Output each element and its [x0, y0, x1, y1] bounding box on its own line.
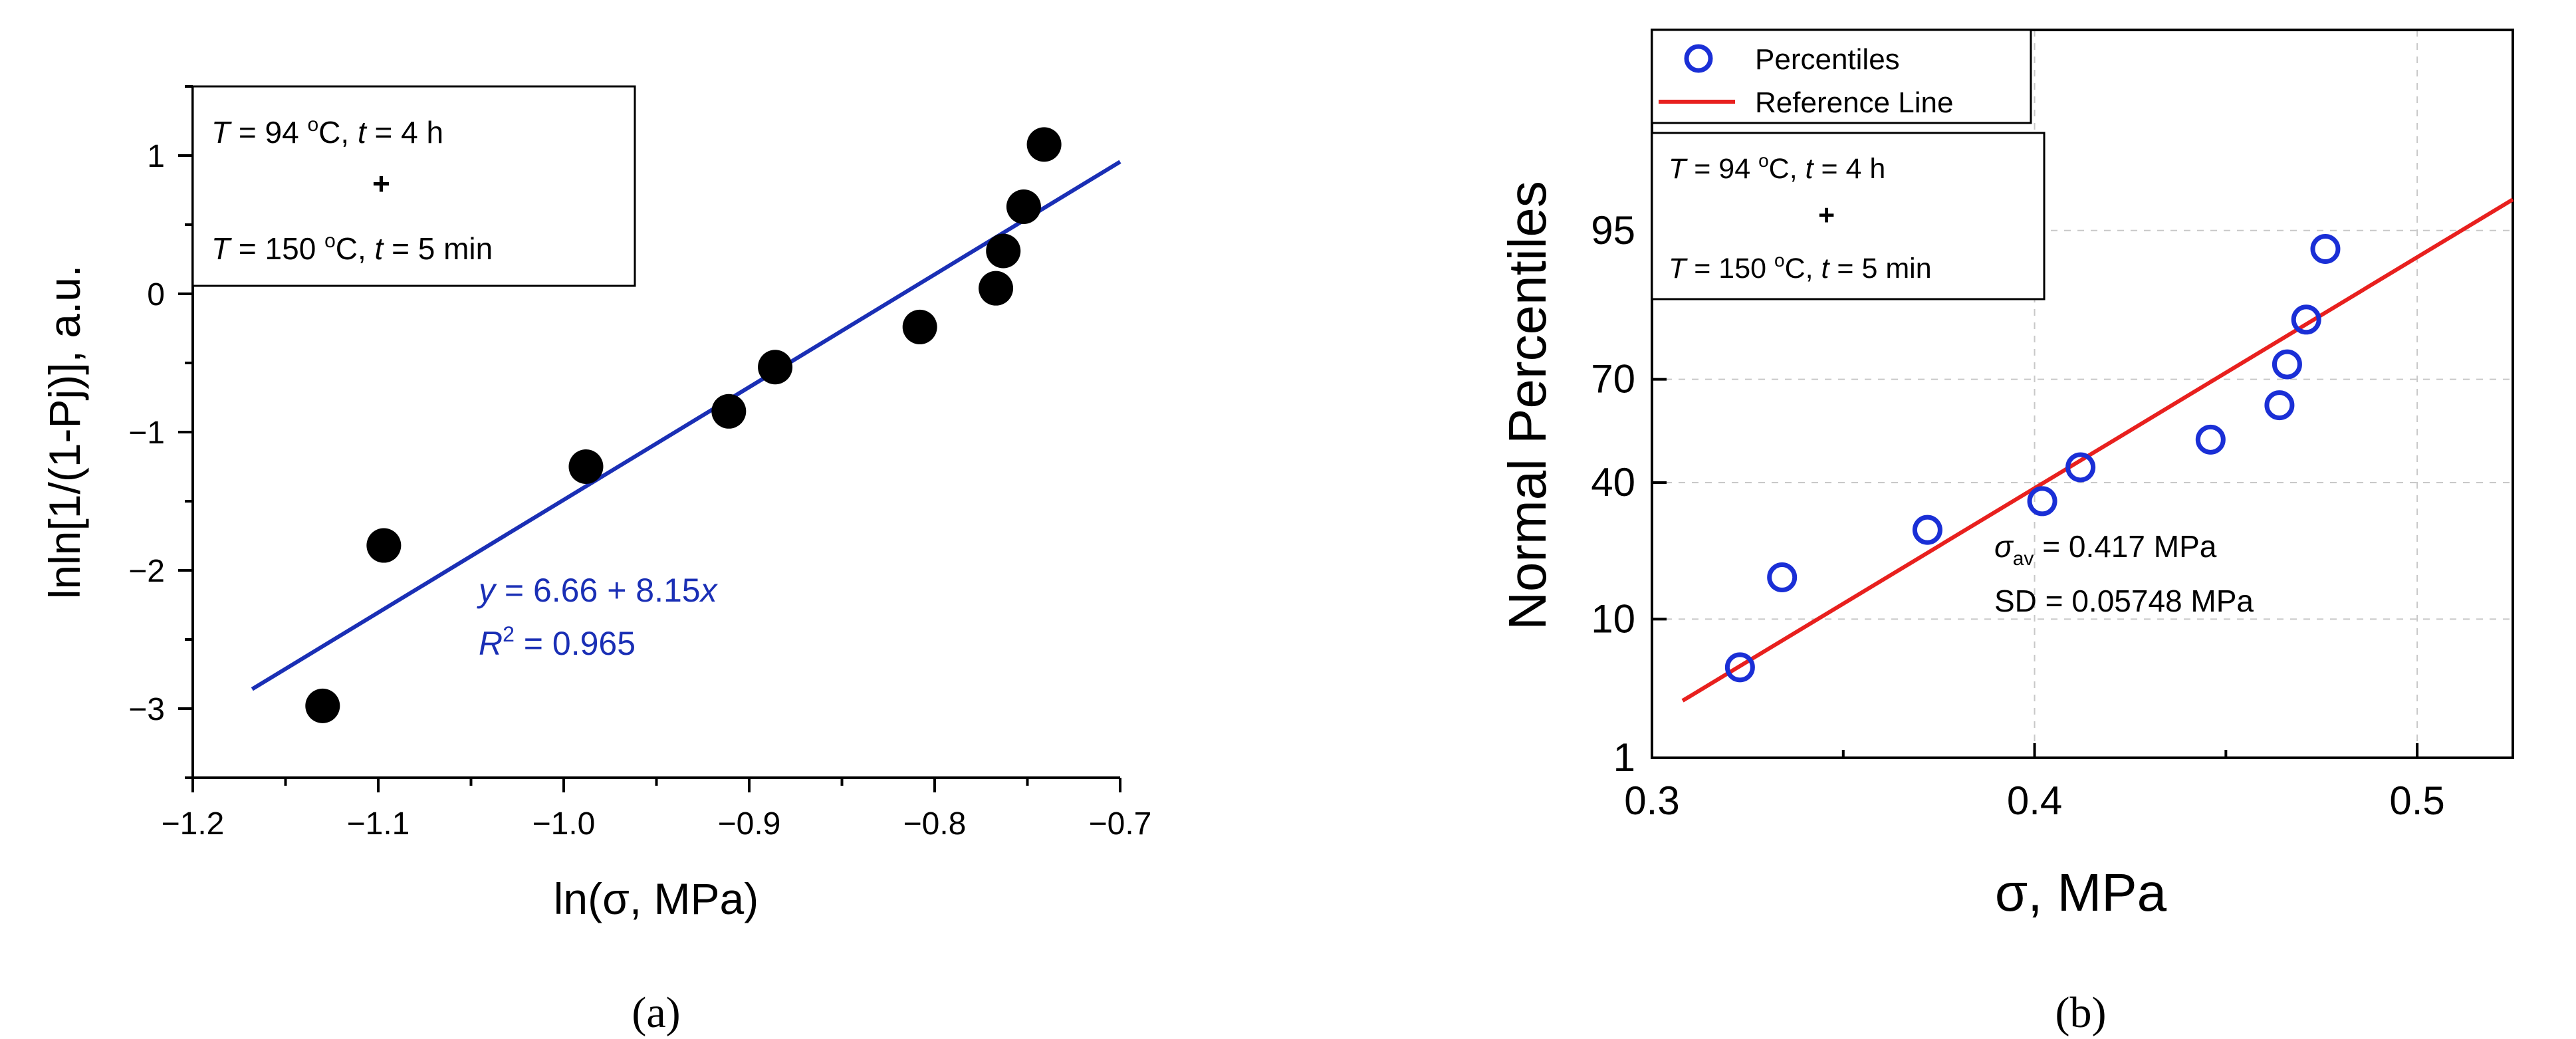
chart-a-y-tick-label: −1	[128, 415, 165, 451]
chart-a-y-label: lnln[1/(1-Pj)], a.u.	[40, 265, 89, 600]
chart-a: −1.2 −1.1 −1.0 −0.9 −0.8 −0.7 −3 −2 −1 0 1 T = 94…	[40, 85, 1152, 1037]
chart-a-point	[758, 350, 793, 385]
chart-a-y-tick-label: 0	[147, 277, 165, 312]
chart-a-point	[366, 528, 402, 563]
chart-b-point	[2065, 452, 2096, 483]
chart-b-point	[1767, 562, 1798, 593]
chart-b-point	[2291, 304, 2321, 335]
chart-a-panel-label: (a)	[632, 988, 680, 1037]
chart-a-fit-line	[251, 160, 1121, 691]
chart-a-condition-line2: T = 150 oC, t = 5 min	[211, 230, 493, 266]
chart-a-point	[1026, 127, 1062, 162]
chart-b-y-tick-label: 40	[1591, 460, 1635, 505]
chart-a-point	[986, 233, 1021, 269]
chart-a-y-tick-label: −2	[128, 554, 165, 589]
chart-a-point	[711, 394, 747, 429]
chart-b-y-label: Normal Percentiles	[1498, 181, 1557, 630]
chart-b-legend-label-percentiles: Percentiles	[1755, 43, 1900, 76]
chart-a-point	[1006, 189, 1041, 224]
chart-a-x-tick-label: −0.7	[1089, 806, 1152, 842]
chart-b-point	[2027, 486, 2057, 517]
chart-a-point	[902, 309, 937, 344]
chart-b-point	[2264, 390, 2295, 421]
chart-b-legend-label-reference: Reference Line	[1755, 86, 1953, 119]
chart-b-condition-box: T = 94 oC, t = 4 h + T = 150 oC, t = 5 m…	[1651, 132, 2046, 300]
chart-b-x-tick-label: 0.5	[2389, 778, 2444, 823]
chart-a-point	[305, 688, 340, 723]
chart-a-fit-equation: y = 6.66 + 8.15x	[477, 572, 719, 609]
chart-a-y-tick-label: −3	[128, 692, 165, 727]
chart-b-y-tick-label: 10	[1591, 596, 1635, 641]
chart-b-stats-mean: σav = 0.417 MPa	[1994, 529, 2217, 570]
chart-b-legend-circle-icon	[1684, 44, 1713, 73]
chart-a-x-tick-label: −0.8	[903, 806, 967, 842]
chart-a-condition-plus: +	[372, 166, 390, 201]
chart-b-condition-line2: T = 150 oC, t = 5 min	[1669, 250, 1932, 285]
chart-b-point	[2310, 233, 2341, 264]
chart-b-y-tick-label: 95	[1591, 208, 1635, 253]
chart-b-reference-line	[1681, 197, 2514, 703]
chart-a-x-tick-label: −0.9	[718, 806, 781, 842]
chart-b-x-tick-label: 0.3	[1624, 778, 1679, 823]
chart-b: 0.3 0.4 0.5 1 10 40 70 95 Percentiles Referenc…	[1498, 29, 2514, 1037]
chart-a-x-tick-label: −1.2	[162, 806, 225, 842]
chart-b-plot-frame	[1651, 29, 2514, 759]
chart-b-stats-sd: SD = 0.05748 MPa	[1994, 584, 2254, 618]
chart-b-point	[2272, 349, 2302, 380]
chart-b-condition-plus: +	[1818, 199, 1835, 231]
chart-b-x-tick-label: 0.4	[2007, 778, 2062, 823]
chart-b-x-label: σ, MPa	[1995, 863, 2167, 922]
chart-a-condition-line1: T = 94 oC, t = 4 h	[211, 114, 443, 150]
chart-b-y-tick-label: 70	[1591, 357, 1635, 402]
chart-a-x-tick-label: −1.1	[347, 806, 410, 842]
chart-b-legend: Percentiles Reference Line	[1651, 29, 2032, 124]
chart-b-legend-frame	[1651, 29, 2032, 124]
chart-a-x-tick-label: −1.0	[532, 806, 596, 842]
chart-a-point	[568, 449, 604, 484]
chart-a-x-label: ln(σ, MPa)	[554, 874, 759, 923]
chart-b-point	[1912, 515, 1942, 545]
chart-a-condition-box: T = 94 oC, t = 4 h + T = 150 oC, t = 5 m…	[191, 85, 636, 287]
chart-b-y-tick-label: 1	[1613, 735, 1635, 780]
chart-a-point	[979, 271, 1014, 306]
chart-b-point	[1724, 652, 1755, 683]
chart-b-point	[2195, 424, 2226, 455]
chart-b-panel-label: (b)	[2055, 988, 2107, 1037]
chart-b-condition-line1: T = 94 oC, t = 4 h	[1669, 150, 1885, 185]
chart-a-y-tick-label: 1	[147, 139, 165, 174]
chart-a-r2: R2 = 0.965	[479, 622, 636, 662]
